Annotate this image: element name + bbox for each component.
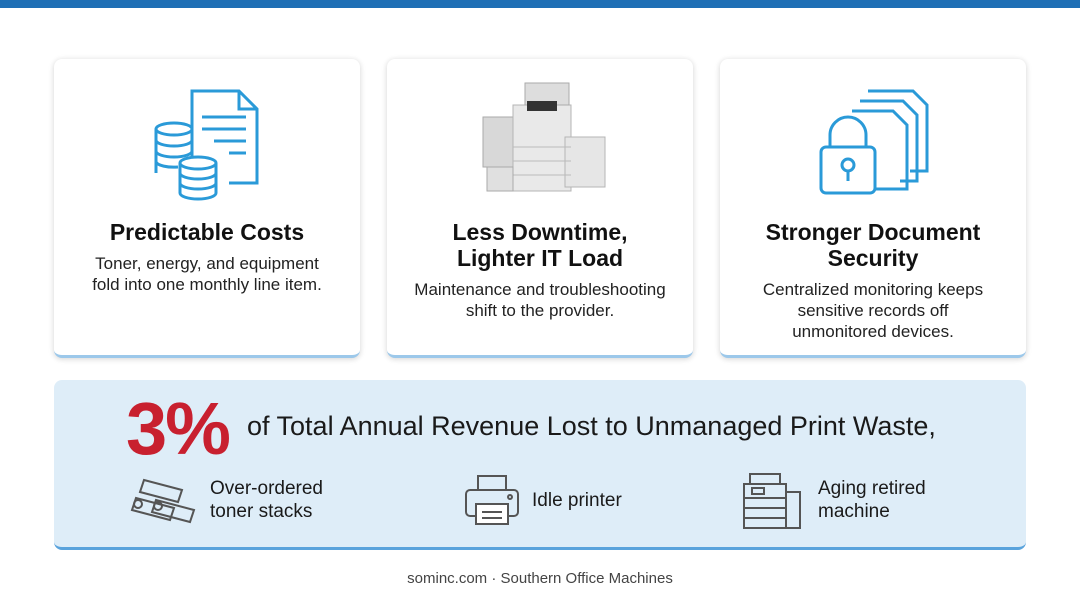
- desc-line: sensitive records off: [797, 301, 949, 320]
- desc-line: Centralized monitoring keeps: [762, 280, 984, 299]
- label-line: toner stacks: [210, 501, 313, 522]
- title-line: Less Downtime,: [452, 219, 628, 245]
- waste-item: Idle printer: [464, 470, 622, 530]
- printer-icon: [465, 475, 519, 525]
- card: Predictable Costs Toner, energy, and equ…: [54, 59, 360, 358]
- desc-line: Toner, energy, and equipment: [95, 254, 319, 273]
- desc-line: unmonitored devices.: [792, 322, 954, 341]
- title-line: Predictable Costs: [109, 219, 305, 245]
- label-line: machine: [818, 501, 890, 522]
- footer: sominc.com · Southern Office Machines: [407, 570, 673, 587]
- stat-value: 3%: [126, 387, 231, 470]
- desc-line: shift to the provider.: [465, 301, 615, 320]
- title-line: Lighter IT Load: [456, 245, 624, 271]
- top-bar: [0, 0, 1080, 8]
- card-title: Stronger Document Security: [720, 219, 1026, 271]
- item-label: Idle printer: [532, 489, 622, 512]
- card-title: Predictable Costs: [54, 219, 360, 245]
- title-line: Security: [827, 245, 919, 271]
- copier-icon: [743, 473, 801, 529]
- stat-banner: 3% of Total Annual Revenue Lost to Unman…: [54, 380, 1026, 550]
- item-label: Aging retired machine: [818, 477, 926, 523]
- icon-costs: [154, 89, 259, 201]
- card: Less Downtime, Lighter IT Load Maintenanc…: [387, 59, 693, 358]
- copier-image: [482, 82, 606, 192]
- card-title: Less Downtime, Lighter IT Load: [387, 219, 693, 271]
- title-line: Stronger Document: [765, 219, 981, 245]
- card-description: Maintenance and troubleshooting shift to …: [387, 279, 693, 321]
- card: Stronger Document Security Centralized mo…: [720, 59, 1026, 358]
- desc-line: Maintenance and troubleshooting: [414, 280, 666, 299]
- waste-item: Aging retired machine: [742, 470, 926, 530]
- card-description: Centralized monitoring keeps sensitive re…: [720, 279, 1026, 342]
- desc-line: fold into one monthly line item.: [92, 275, 322, 294]
- label-line: Aging retired: [818, 478, 926, 499]
- waste-item: Over-ordered toner stacks: [130, 470, 323, 530]
- label-line: Idle printer: [532, 489, 622, 511]
- icon-security: [819, 89, 929, 195]
- card-description: Toner, energy, and equipment fold into on…: [54, 253, 360, 295]
- item-label: Over-ordered toner stacks: [210, 477, 323, 523]
- toner-icon: [130, 478, 196, 524]
- label-line: Over-ordered: [210, 478, 323, 499]
- stat-text: of Total Annual Revenue Lost to Unmanage…: [247, 411, 936, 441]
